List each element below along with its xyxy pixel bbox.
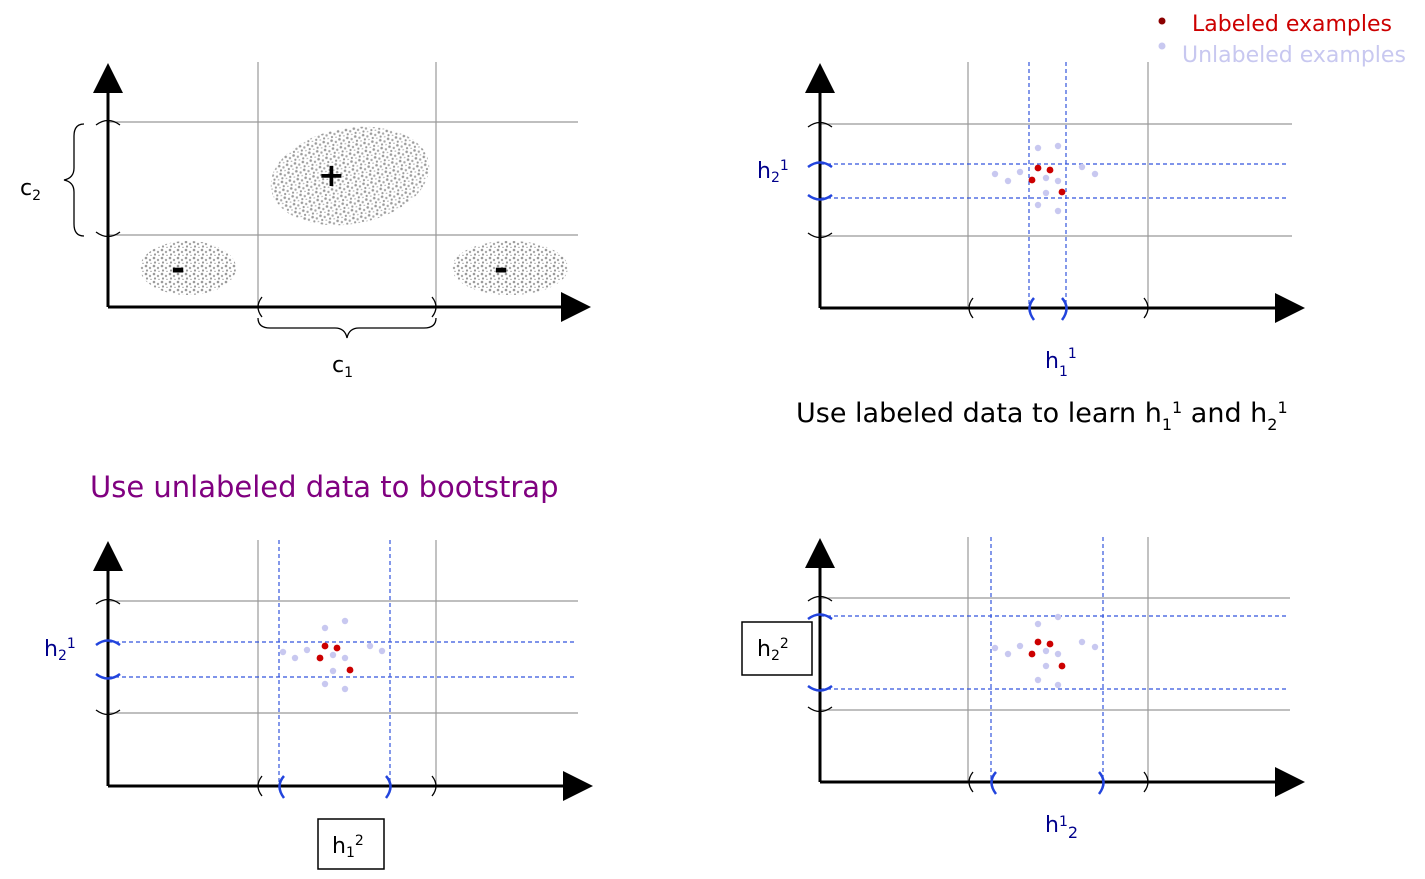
c1-label: c1 [332, 353, 353, 381]
small-brackets [807, 121, 1149, 319]
grid-lines [108, 62, 578, 306]
panel-1: + - - c1 c2 [20, 62, 591, 381]
legend-unlabeled-text: Unlabeled examples [1182, 43, 1406, 68]
axes [93, 63, 591, 322]
panel-2-caption: Use labeled data to learn h11 and h21 [796, 398, 1288, 434]
c1-brace [257, 317, 437, 339]
plus-sign: + [318, 156, 345, 194]
h1-label-box [317, 818, 385, 870]
grid-lines [820, 537, 1290, 781]
hypothesis-brackets [807, 613, 1105, 795]
labeled-points [1028, 638, 1066, 670]
h2-label-box [741, 621, 813, 676]
hypothesis-brackets [95, 639, 392, 799]
dashed-hypothesis-lines [820, 62, 1287, 306]
hypothesis-brackets [807, 161, 1068, 321]
unlabeled-points [991, 613, 1099, 689]
c2-label: c2 [20, 176, 41, 204]
panel-2: h11 h21 Use labeled data to learn h11 an… [757, 62, 1305, 434]
h2-label: h21 [757, 158, 789, 186]
labeled-points [316, 642, 354, 674]
axes [93, 541, 593, 801]
dashed-hypothesis-lines [820, 537, 1287, 781]
interval-brackets [95, 119, 437, 318]
legend-labeled-dot [1158, 17, 1166, 25]
labeled-points [1028, 164, 1066, 196]
dashed-hypothesis-lines [108, 540, 575, 785]
grid-lines [108, 540, 578, 785]
h1-label: h11 [1045, 346, 1077, 380]
legend: Labeled examples Unlabeled examples [1158, 12, 1406, 68]
minus-sign-right: - [494, 249, 508, 289]
legend-labeled-text: Labeled examples [1192, 12, 1392, 37]
legend-unlabeled-dot [1158, 42, 1166, 50]
unlabeled-points [991, 142, 1099, 215]
h2-label: h22 [757, 636, 789, 664]
grid-lines [820, 62, 1292, 306]
small-brackets [807, 595, 1149, 793]
minus-sign-left: - [171, 249, 185, 289]
panel-3: Use unlabeled data to bootstrap [44, 470, 593, 870]
negative-cluster-left [140, 241, 236, 295]
unlabeled-points [279, 617, 386, 693]
small-brackets [95, 598, 437, 797]
h1-label: h12 [1045, 813, 1078, 842]
negative-cluster-right [452, 241, 568, 295]
axes [805, 538, 1305, 797]
panel-4: h22 h12 [741, 537, 1305, 842]
c2-brace [63, 123, 85, 237]
positive-cluster [270, 126, 430, 226]
panel-3-title: Use unlabeled data to bootstrap [90, 470, 558, 504]
h1-label: h12 [332, 833, 364, 861]
axes [805, 63, 1305, 323]
h2-label: h21 [44, 636, 76, 664]
